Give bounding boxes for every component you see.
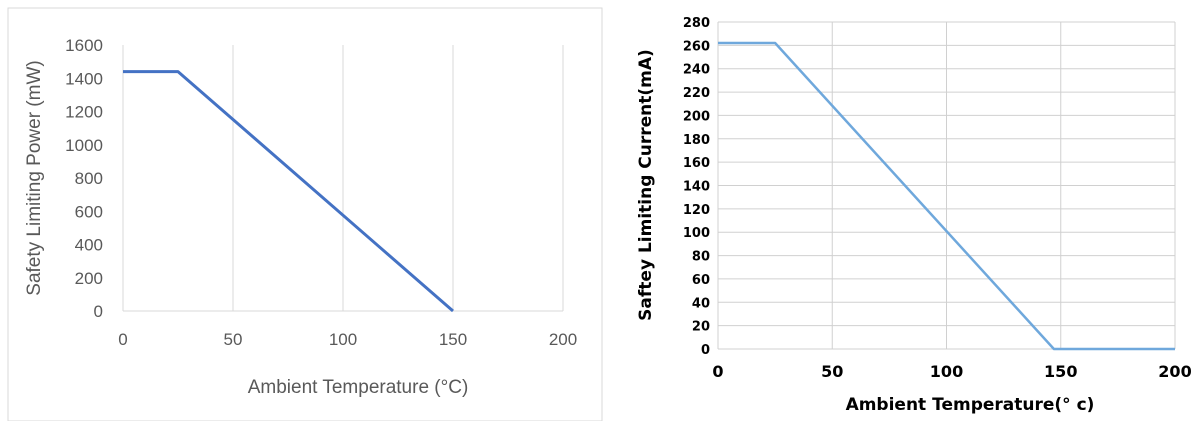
y-axis-title: Safety Limiting Power (mW): [24, 60, 45, 295]
y-tick-label: 0: [94, 302, 103, 321]
current-chart-svg: 020406080100120140160180200220240260280 …: [636, 16, 1192, 415]
x-tick-label: 150: [1044, 362, 1077, 381]
x-axis-title: Ambient Temperature(° c): [846, 395, 1095, 415]
x-tick-label: 150: [439, 330, 467, 349]
y-tick-label: 1200: [65, 103, 103, 122]
series-line: [718, 41, 1175, 351]
y-tick-label: 100: [683, 226, 710, 241]
x-tick-label: 100: [930, 362, 963, 381]
y-tick-label: 80: [692, 250, 710, 265]
y-tick-label: 260: [683, 39, 710, 54]
y-tick-label: 60: [692, 273, 710, 288]
y-tick-label: 140: [683, 180, 710, 195]
x-tick-label: 0: [712, 362, 723, 381]
y-tick-label: 20: [692, 320, 710, 335]
y-tick-label: 600: [75, 202, 103, 221]
y-tick-label: 1400: [65, 69, 103, 88]
x-tick-label: 200: [549, 330, 577, 349]
y-tick-label: 120: [683, 203, 710, 218]
y-tick-label: 0: [701, 343, 710, 358]
y-tick-label: 200: [683, 109, 710, 124]
power-chart-svg: 0 200 400 600 800 1000 1200 1400 1600 0 50 100 150 2…: [7, 7, 603, 421]
series-line: [123, 70, 454, 313]
power-derating-chart: 0 200 400 600 800 1000 1200 1400 1600 0 50 100 150 2…: [7, 7, 603, 421]
y-tick-label: 220: [683, 86, 710, 101]
y-axis-title: Saftey Limiting Current(mA): [636, 49, 656, 321]
x-tick-label: 50: [821, 362, 843, 381]
chart-border: [7, 7, 603, 421]
x-tick-label: 200: [1158, 362, 1191, 381]
y-tick-label: 280: [683, 16, 710, 31]
y-tick-label: 1000: [65, 136, 103, 155]
y-tick-label: 40: [692, 296, 710, 311]
x-axis-title: Ambient Temperature (°C): [248, 377, 469, 398]
y-tick-label: 800: [75, 169, 103, 188]
y-tick-label: 160: [683, 156, 710, 171]
x-tick-label: 0: [118, 330, 127, 349]
y-tick-label: 1600: [65, 36, 103, 55]
y-tick-label: 400: [75, 236, 103, 255]
y-tick-label: 180: [683, 133, 710, 148]
x-tick-label: 100: [329, 330, 357, 349]
y-tick-label: 240: [683, 63, 710, 78]
current-derating-chart: 0 20 40 60 80 100 120 140 160 180 200 220 240 260 280 …: [610, 0, 1200, 421]
x-tick-label: 50: [224, 330, 243, 349]
y-tick-label: 200: [75, 269, 103, 288]
